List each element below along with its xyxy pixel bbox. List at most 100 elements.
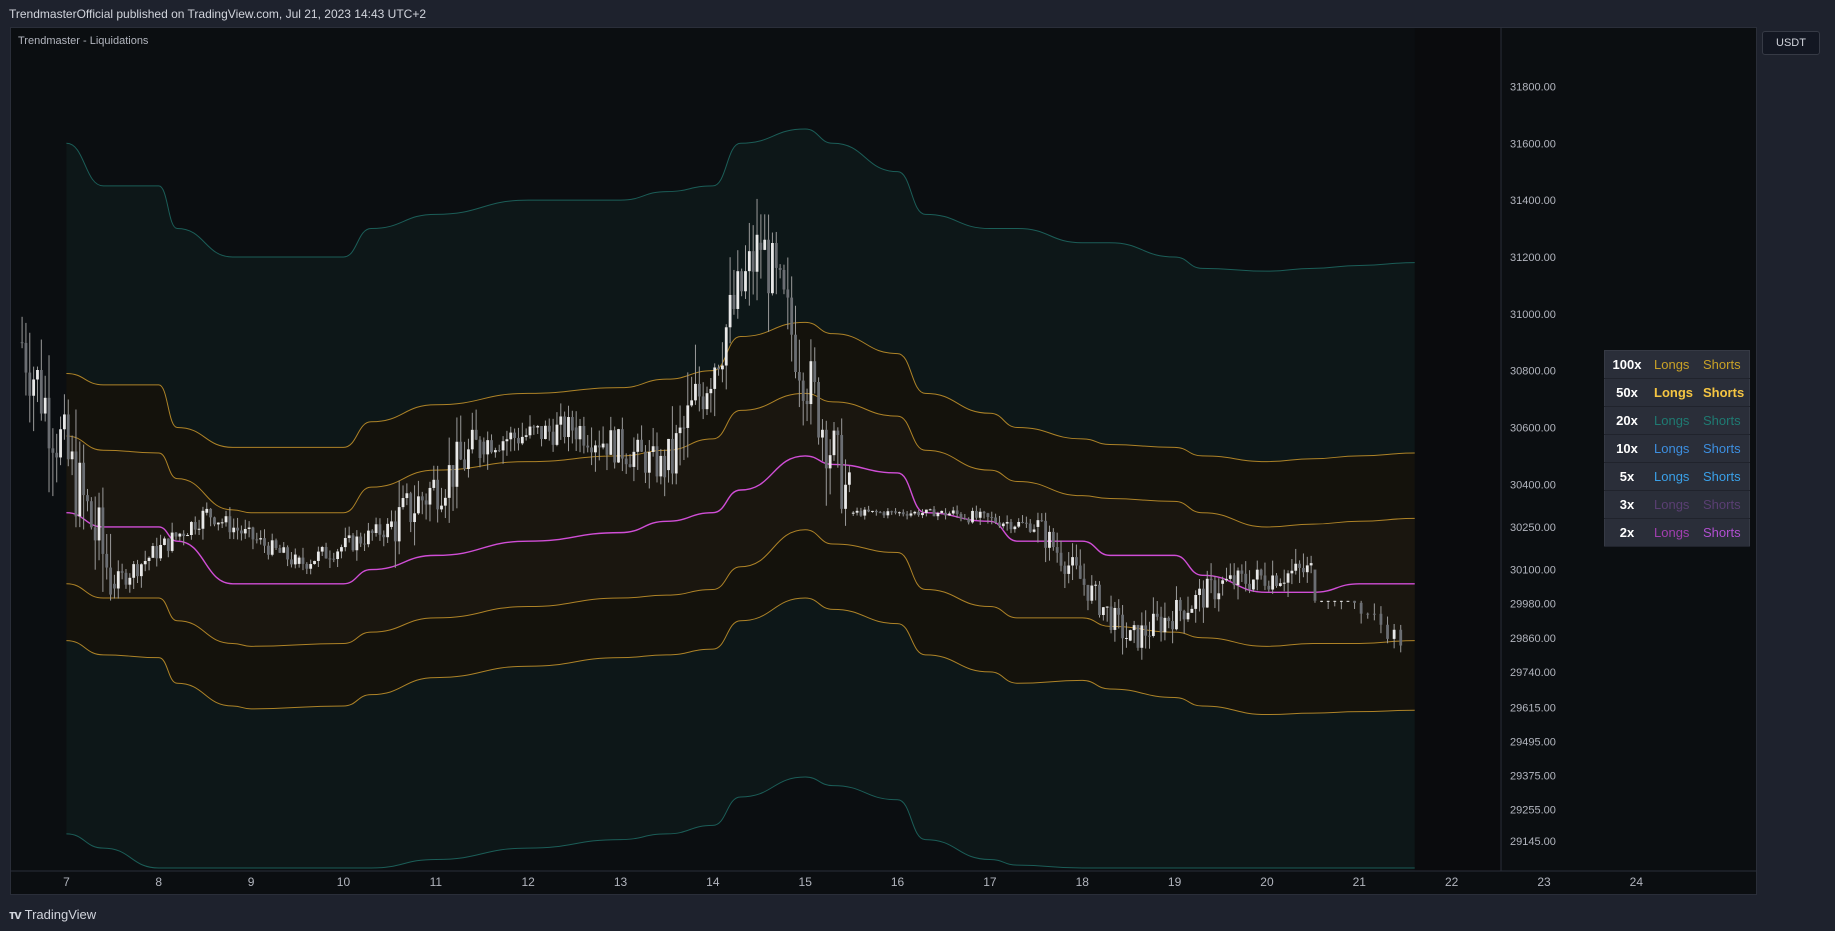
candle-body bbox=[586, 445, 590, 448]
candle-body bbox=[467, 449, 470, 469]
candle-body bbox=[767, 239, 770, 294]
candle-body bbox=[917, 511, 921, 516]
y-tick-label: 29375.00 bbox=[1510, 771, 1556, 783]
candle-body bbox=[670, 438, 674, 474]
candle-body bbox=[694, 383, 697, 401]
midline bbox=[66, 455, 1415, 594]
candle-body bbox=[374, 524, 378, 534]
candle-body bbox=[1225, 578, 1228, 581]
candle-body bbox=[682, 427, 686, 429]
candle-body bbox=[463, 459, 466, 469]
candle-body bbox=[1379, 613, 1383, 625]
x-tick-label: 20 bbox=[1260, 875, 1274, 889]
candle-body bbox=[909, 513, 913, 516]
brand-text: TradingView bbox=[24, 907, 97, 922]
candle-body bbox=[1278, 583, 1282, 586]
candle-body bbox=[1228, 575, 1232, 579]
legend-row: 10x Longs Shorts bbox=[1604, 434, 1750, 463]
candle-body bbox=[1392, 629, 1396, 639]
candle-body bbox=[659, 455, 663, 477]
candle-body bbox=[455, 441, 459, 487]
candle-body bbox=[343, 538, 347, 548]
candle-body bbox=[528, 426, 532, 436]
teal-lower-line bbox=[66, 776, 1415, 869]
candle-body bbox=[224, 516, 228, 523]
candle-body bbox=[955, 510, 959, 514]
brand[interactable]: ᴛᴠ TradingView bbox=[9, 907, 96, 922]
candle-body bbox=[201, 510, 205, 529]
candle-body bbox=[809, 361, 813, 405]
candle-body bbox=[594, 445, 597, 453]
y-tick-label: 31000.00 bbox=[1510, 309, 1556, 321]
candle-body bbox=[89, 501, 93, 528]
candle-body bbox=[620, 429, 624, 459]
candle-body bbox=[1271, 575, 1275, 590]
candle-body bbox=[705, 393, 709, 410]
candle-body bbox=[1001, 523, 1005, 527]
band-100x-upper-line bbox=[66, 321, 1415, 463]
chart-canvas[interactable]: 31800.00 31600.00 31400.00 31200.00 31000.00… bbox=[11, 28, 1756, 894]
candle-body bbox=[974, 510, 978, 518]
candle-body bbox=[828, 455, 832, 469]
candle-body bbox=[771, 243, 774, 294]
x-tick-label: 21 bbox=[1353, 875, 1367, 889]
candle-body bbox=[470, 429, 474, 450]
legend-longs: Longs bbox=[1649, 518, 1698, 547]
candle-body bbox=[520, 436, 524, 444]
candle-body bbox=[551, 431, 555, 445]
candle-body bbox=[297, 557, 301, 564]
y-tick-label: 31600.00 bbox=[1510, 138, 1556, 150]
candle-body bbox=[636, 439, 640, 452]
candle-body bbox=[1205, 578, 1209, 608]
band-50x-upper-line bbox=[66, 392, 1415, 528]
candle-body bbox=[617, 429, 620, 463]
candle-body bbox=[1339, 600, 1343, 602]
candle-body bbox=[1182, 610, 1186, 620]
legend-shorts: Shorts bbox=[1698, 378, 1750, 407]
currency-button[interactable]: USDT bbox=[1762, 31, 1820, 55]
candle-body bbox=[559, 416, 563, 425]
candle-body bbox=[36, 369, 39, 380]
candle-body bbox=[232, 527, 236, 533]
candle-body bbox=[139, 564, 143, 577]
candle-body bbox=[1151, 613, 1155, 636]
chart-pane[interactable]: 31800.00 31600.00 31400.00 31200.00 31000.00… bbox=[10, 27, 1757, 895]
x-tick-label: 14 bbox=[706, 875, 720, 889]
candle-body bbox=[613, 430, 617, 463]
candle-body bbox=[301, 557, 305, 564]
candle-body bbox=[1326, 600, 1330, 602]
candle-body bbox=[1190, 608, 1194, 613]
candle-body bbox=[1032, 529, 1036, 532]
candle-body bbox=[236, 527, 239, 531]
candle-body bbox=[851, 512, 855, 514]
candle-body bbox=[1186, 612, 1190, 620]
candle-body bbox=[721, 365, 724, 370]
y-tick-label: 29255.00 bbox=[1510, 805, 1556, 817]
indicator-label[interactable]: Trendmaster - Liquidations bbox=[18, 35, 149, 47]
candle-body bbox=[1236, 570, 1240, 586]
candle-body bbox=[505, 439, 509, 442]
candle-body bbox=[1255, 569, 1259, 580]
candle-body bbox=[63, 414, 66, 430]
candle-body bbox=[924, 509, 928, 513]
band-50x-lower-line bbox=[66, 529, 1415, 647]
candle-body bbox=[405, 493, 409, 499]
x-tick-label: 23 bbox=[1537, 875, 1551, 889]
y-tick-label: 31800.00 bbox=[1510, 81, 1556, 93]
candle-body bbox=[532, 426, 536, 428]
candle-body bbox=[255, 539, 259, 541]
candle-body bbox=[1217, 593, 1221, 600]
candle-body bbox=[113, 583, 116, 589]
candle-body bbox=[655, 446, 659, 477]
candle-body bbox=[859, 510, 863, 516]
candle-body bbox=[736, 271, 740, 309]
candle-body bbox=[259, 538, 263, 540]
candle-body bbox=[282, 547, 286, 553]
candle-body bbox=[759, 242, 763, 250]
candle-body bbox=[582, 426, 586, 446]
x-tick-label: 18 bbox=[1076, 875, 1090, 889]
y-tick-label: 29860.00 bbox=[1510, 633, 1556, 645]
candle-body bbox=[51, 448, 55, 453]
legend-leverage: 10x bbox=[1604, 434, 1649, 463]
candle-body bbox=[928, 509, 932, 511]
